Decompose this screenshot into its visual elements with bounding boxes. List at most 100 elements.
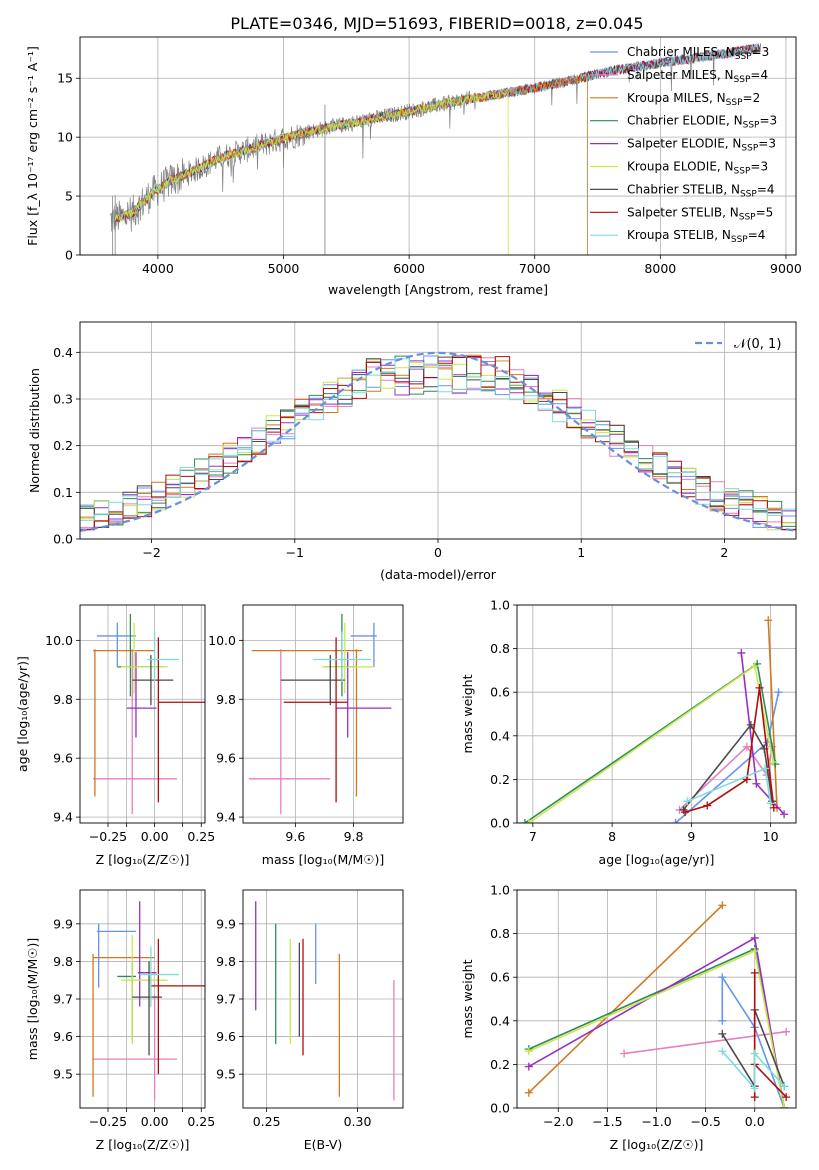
ticks: 4000 5000 6000 7000 8000 9000 0 5 10 15 <box>57 71 802 276</box>
y-tick-label: 0.4 <box>490 728 510 743</box>
mass-weight-marker <box>620 1049 629 1058</box>
x-tick-label: −0.25 <box>89 1114 127 1129</box>
legend-sub: SSP <box>726 98 743 108</box>
legend-sub: SSP <box>740 189 757 199</box>
legend-entry: Salpeter MILES, NSSP=4 <box>627 68 768 85</box>
figure-title: PLATE=0346, MJD=51693, FIBERID=0018, z=0… <box>230 14 643 33</box>
y-tick-label: 10 <box>57 130 73 145</box>
y-axis-label: age [log₁₀(age/yr)] <box>15 656 30 772</box>
y-tick-label: 9.7 <box>216 992 236 1007</box>
x-axis-label: wavelength [Angstrom, rest frame] <box>328 282 548 297</box>
x-tick-label: −2.0 <box>543 1114 573 1129</box>
x-axis-label: mass [log₁₀(M/M☉)] <box>262 852 384 867</box>
y-tick-label: 0.2 <box>490 772 510 787</box>
legend-entry: Kroupa MILES, NSSP=2 <box>627 91 760 108</box>
ticks: −2 −1 0 1 2 0.0 0.1 0.2 0.3 0.4 <box>53 345 728 560</box>
model-spectrum <box>114 42 761 223</box>
legend-entry: Kroupa STELIB, NSSP=4 <box>627 228 765 245</box>
mass-weight-marker <box>718 1016 727 1025</box>
y-axis-label: Flux [f_λ 10⁻¹⁷ erg cm⁻² s⁻¹ A⁻¹] <box>25 46 40 246</box>
x-tick-label: 0.25 <box>187 1114 215 1129</box>
x-tick-label: 8000 <box>644 261 676 276</box>
x-tick-label: 7 <box>529 829 537 844</box>
mass-weight-line <box>528 904 723 1094</box>
x-tick-label: 0.00 <box>141 829 169 844</box>
legend-suffix: =5 <box>756 205 774 219</box>
plots-layer: 4000 5000 6000 7000 8000 9000051015wavelength… <box>15 36 802 1152</box>
mass-weight-marker <box>524 1047 533 1056</box>
y-tick-label: 9.4 <box>53 810 73 825</box>
residual-histogram <box>80 358 796 521</box>
mass-weight-marker <box>718 901 727 910</box>
legend-sub: SSP <box>731 235 748 245</box>
y-tick-label: 0.6 <box>490 685 510 700</box>
legend-sub: SSP <box>739 212 756 222</box>
legend-entry: Salpeter ELODIE, NSSP=3 <box>627 137 776 154</box>
mass-weight-marker <box>750 1084 759 1093</box>
mass-weight-marker <box>780 1082 789 1091</box>
normal-curve <box>80 351 796 532</box>
x-tick-label: 0.00 <box>141 1114 169 1129</box>
plot-area <box>80 351 796 532</box>
legend-entry: Chabrier ELODIE, NSSP=3 <box>627 114 777 131</box>
panel-age_vs_mass: 9.6 9.8 9.4 9.6 9.8 10.0 mass [log₁₀(M/M☉)] <box>208 604 404 867</box>
mass-weight-marker <box>755 683 764 692</box>
mass-weight-marker <box>742 742 751 751</box>
x-tick-label: 10 <box>763 829 779 844</box>
axes-frame <box>516 889 797 1109</box>
x-tick-label: 1 <box>577 545 585 560</box>
y-tick-label: 10.0 <box>45 633 73 648</box>
grid <box>80 322 796 540</box>
x-tick-label: 0.30 <box>344 1114 372 1129</box>
ticks: −2.0 −1.5 −1.0 −0.5 0.0 0.0 0.2 0.4 0.6 0.8 1.0 <box>490 883 765 1130</box>
legend-label: Kroupa MILES, N <box>627 91 726 105</box>
ticks: −0.25 0.00 0.25 9.4 9.6 9.8 10.0 <box>45 633 215 844</box>
panel-spectrum: 4000 5000 6000 7000 8000 9000 0 5 10 15 wavelength… <box>25 36 802 297</box>
ticks: −0.25 0.00 0.25 9.5 9.6 9.7 9.8 9.9 <box>53 916 215 1129</box>
y-tick-label: 15 <box>57 71 73 86</box>
mass-weight-marker <box>718 1029 727 1038</box>
legend-sub: SSP <box>734 167 751 177</box>
mass-weight-marker <box>780 1104 789 1108</box>
x-tick-label: 0.25 <box>253 1114 281 1129</box>
legend-label: Salpeter STELIB, N <box>627 205 739 219</box>
y-axis-label: Normed distribution <box>27 368 42 493</box>
mass-weight-marker <box>750 1049 759 1058</box>
y-tick-label: 0.3 <box>53 392 73 407</box>
panel-mass_weight_vs_age: 7 8 9 10 0.0 0.2 0.4 0.6 0.8 1.0 age [log₁₀(age/yr… <box>460 598 797 867</box>
y-tick-label: 0.8 <box>490 641 510 656</box>
legend-suffix: =4 <box>748 228 766 242</box>
y-tick-label: 9.5 <box>216 1067 236 1082</box>
legend-sub: SSP <box>734 75 751 85</box>
mass-weight-marker <box>750 947 759 956</box>
legend-label: Chabrier STELIB, N <box>627 182 740 196</box>
x-tick-label: 7000 <box>519 261 551 276</box>
legend-sub: SSP <box>735 52 752 62</box>
ticks: 0.25 0.30 9.5 9.6 9.7 9.8 9.9 <box>216 916 371 1129</box>
panel-age_vs_Z: −0.25 0.00 0.25 9.4 9.6 9.8 10.0 Z [log₁₀(Z/Z☉)… <box>15 604 215 867</box>
y-tick-label: 9.8 <box>216 692 236 707</box>
legend-entry: Chabrier MILES, NSSP=3 <box>627 45 769 62</box>
mass-weight-marker <box>718 973 727 982</box>
x-axis-label: Z [log₁₀(Z/Z☉)] <box>96 852 190 867</box>
mass-weight-marker <box>761 764 770 773</box>
x-tick-label: 0.25 <box>187 829 215 844</box>
model-spectrum <box>114 89 509 255</box>
y-axis-label: mass weight <box>460 674 475 753</box>
y-tick-label: 0.6 <box>490 970 510 985</box>
mass-weight-line <box>721 974 785 1108</box>
x-tick-label: 8 <box>608 829 616 844</box>
x-tick-label: 6000 <box>393 261 425 276</box>
y-tick-label: 0 <box>65 248 73 263</box>
ticks: 7 8 9 10 0.0 0.2 0.4 0.6 0.8 1.0 <box>490 598 779 845</box>
mass-weight-marker <box>746 720 755 729</box>
legend: Chabrier MILES, NSSP=3 Salpeter MILES, NS… <box>590 45 777 245</box>
axes-frame <box>79 889 206 1109</box>
axes-frame <box>242 889 404 1109</box>
ticks: 9.6 9.8 9.4 9.6 9.8 10.0 <box>208 633 363 844</box>
mass-weight-marker <box>683 797 692 806</box>
x-axis-label: Z [log₁₀(Z/Z☉)] <box>610 1137 704 1152</box>
model-spectrum <box>115 73 588 255</box>
x-axis-label: age [log₁₀(age/yr)] <box>599 852 715 867</box>
mass-weight-marker <box>763 738 772 747</box>
